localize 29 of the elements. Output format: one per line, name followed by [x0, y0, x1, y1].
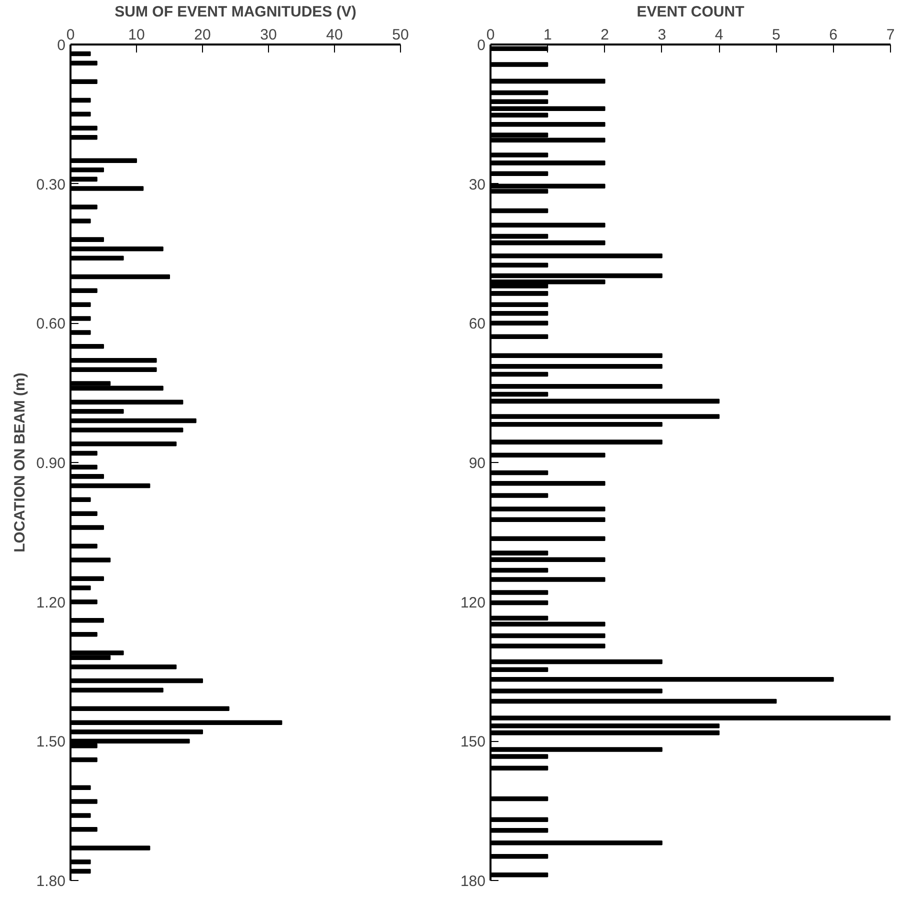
y-tick-label: 60	[468, 316, 486, 333]
y-tick-label: 150	[460, 734, 486, 751]
y-tick-label: 0	[477, 37, 486, 54]
x-tick-label: 4	[714, 26, 724, 44]
y-tick-label: 1.20	[36, 594, 66, 612]
y-tick-label: 1.80	[36, 873, 66, 890]
x-tick-label: 30	[260, 26, 277, 44]
y-tick-label: 0.90	[36, 455, 66, 472]
y-axis-title: LOCATION ON BEAM (m)	[11, 372, 28, 552]
x-tick-label: 2	[600, 26, 609, 44]
x-tick-label: 50	[392, 26, 409, 44]
x-tick-label: 5	[772, 26, 780, 44]
y-tick-label: 1.50	[36, 734, 66, 751]
y-tick-label: 0.60	[36, 316, 66, 333]
x-axis-title: EVENT COUNT	[636, 4, 744, 20]
x-tick-label: 20	[194, 26, 211, 44]
x-tick-label: 7	[886, 26, 895, 44]
x-tick-label: 6	[829, 26, 838, 44]
x-tick-label: 1	[543, 26, 552, 44]
y-tick-label: 120	[460, 594, 486, 612]
y-tick-label: 0.30	[36, 176, 66, 194]
y-tick-label: 30	[468, 176, 486, 194]
y-tick-label: 90	[468, 455, 486, 472]
y-tick-label: 0	[57, 37, 66, 54]
x-tick-label: 40	[326, 26, 343, 44]
x-tick-label: 3	[658, 26, 666, 44]
x-tick-label: 10	[128, 26, 145, 44]
x-axis-title: SUM OF EVENT MAGNITUDES (V)	[114, 4, 356, 20]
y-tick-label: 180	[460, 873, 486, 890]
